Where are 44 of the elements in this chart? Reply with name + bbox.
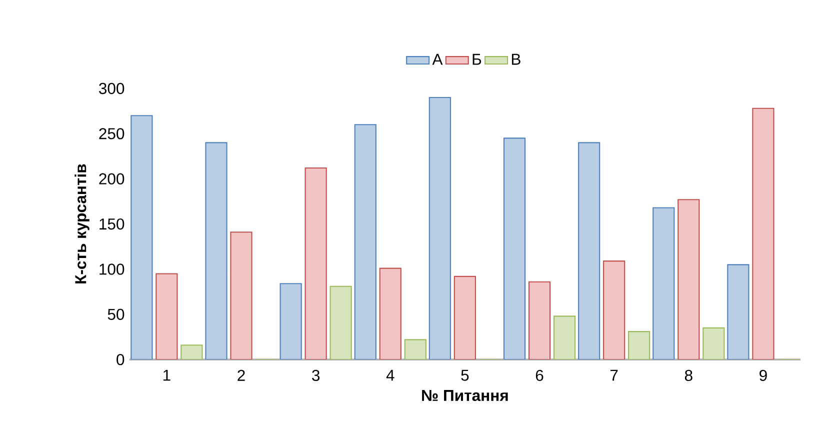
x-tick-label: 9	[760, 370, 767, 381]
y-tick-label: 50	[108, 308, 124, 320]
bar	[379, 268, 402, 360]
bar	[330, 286, 352, 360]
y-tick-label: 150	[100, 218, 124, 230]
bar	[752, 108, 774, 360]
bar	[553, 316, 576, 360]
x-tick-label: 2	[238, 370, 245, 381]
legend-label: В	[512, 54, 520, 65]
bar	[130, 115, 153, 360]
bar	[503, 138, 526, 360]
y-tick-label: 300	[99, 82, 124, 94]
bar	[628, 330, 650, 360]
bar	[603, 260, 626, 360]
legend-label: А	[432, 54, 443, 65]
y-tick-label: 200	[99, 173, 124, 184]
bar	[205, 142, 228, 360]
bar	[727, 264, 750, 360]
bar	[404, 339, 426, 360]
bar	[652, 207, 675, 360]
bar	[428, 96, 451, 360]
x-tick-label: 4	[386, 370, 394, 381]
x-tick-label: 3	[312, 370, 320, 381]
bar	[304, 167, 327, 360]
x-tick-label: 1	[163, 370, 170, 381]
bar	[156, 273, 178, 360]
y-axis-title: К-сть курсантів	[74, 164, 90, 284]
x-axis-title: № Питання	[422, 390, 508, 401]
y-tick-label: 100	[100, 264, 124, 275]
bar	[354, 124, 376, 360]
bar	[454, 276, 476, 360]
x-tick-label: 6	[536, 370, 544, 381]
y-tick-label: 0	[116, 354, 124, 366]
x-tick-label: 5	[461, 370, 469, 381]
bar	[702, 327, 725, 360]
y-tick-label: 250	[99, 128, 124, 140]
x-tick-label: 8	[684, 370, 692, 381]
x-tick-label: 7	[610, 370, 618, 381]
bar	[678, 199, 700, 360]
bar	[280, 283, 302, 360]
bar	[528, 281, 551, 360]
legend-label: Б	[472, 54, 482, 65]
bar	[578, 142, 600, 360]
bar	[230, 232, 252, 360]
